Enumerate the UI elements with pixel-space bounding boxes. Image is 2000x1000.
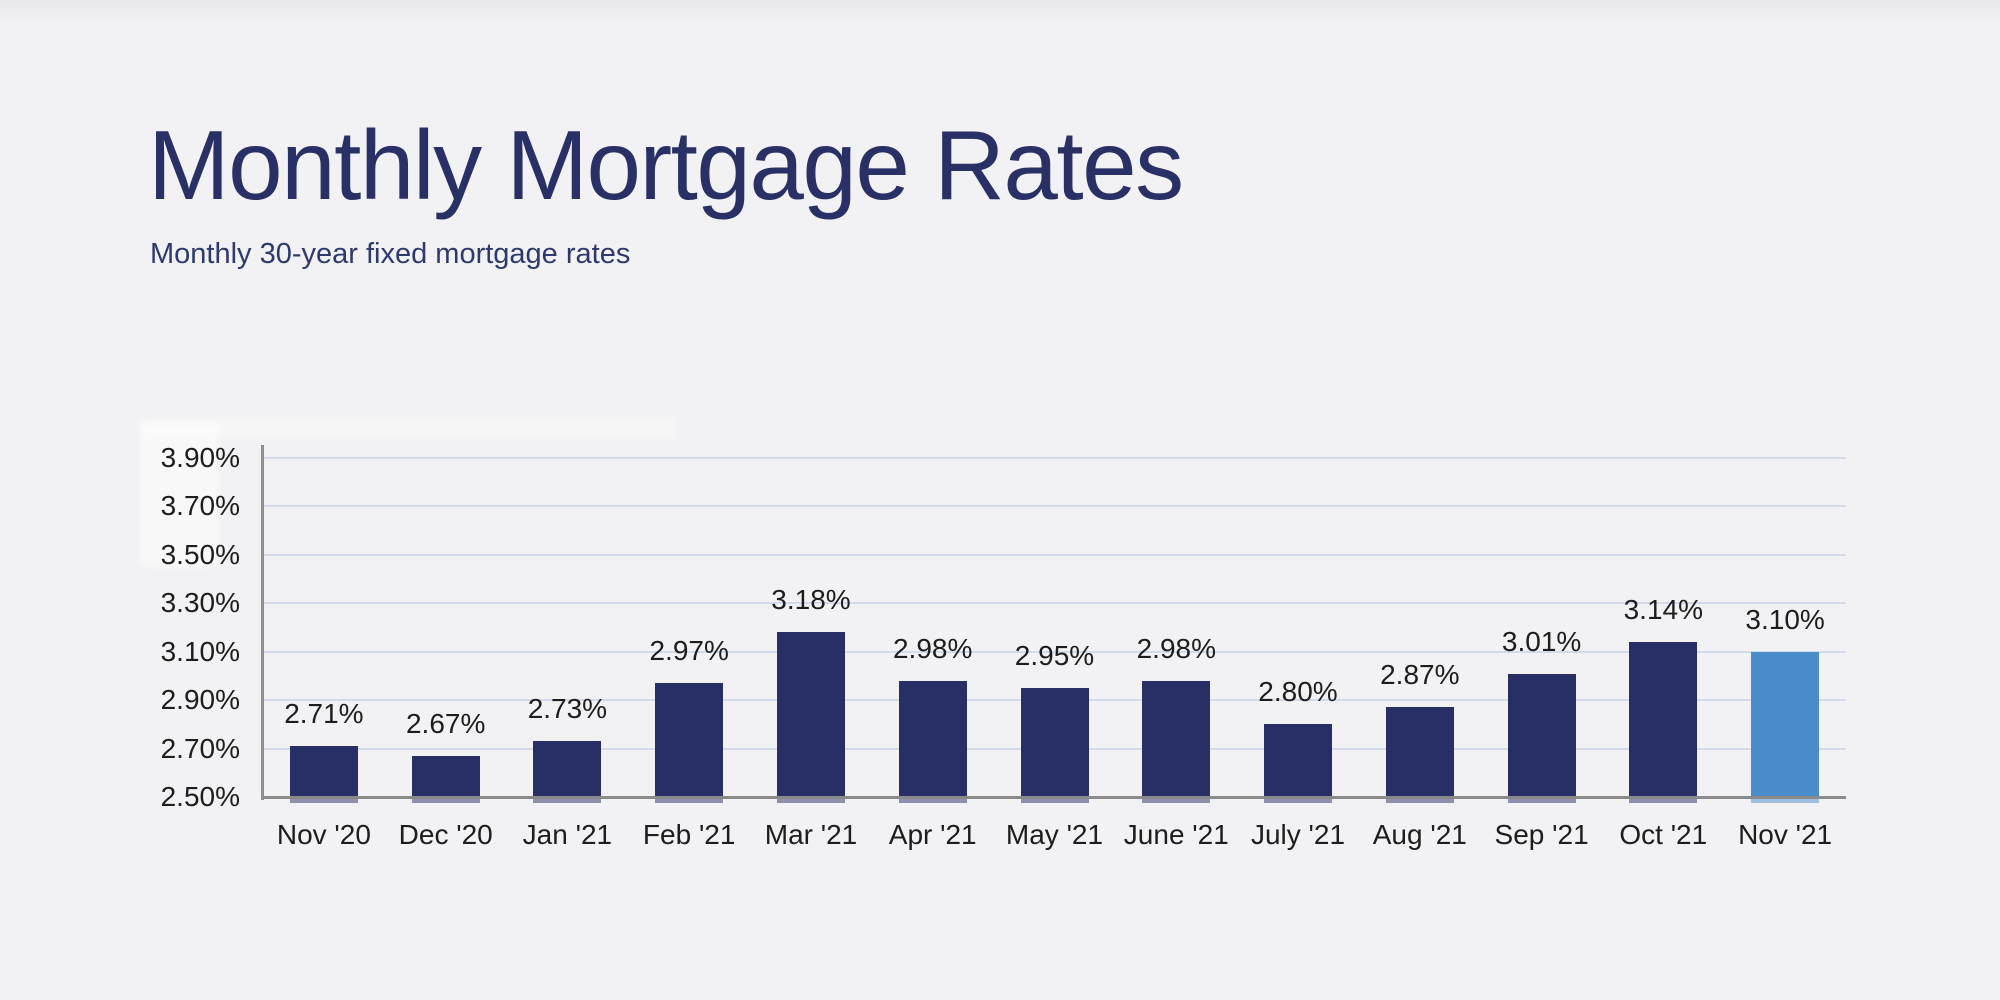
bar [1629,642,1698,803]
chart-header: Monthly Mortgage Rates Monthly 30-year f… [148,110,1184,271]
bar [777,632,845,803]
x-axis-tick-label: Mar '21 [764,819,858,850]
x-axis-tick-label: June '21 [1123,819,1229,850]
bar-value-label: 2.73% [527,693,608,725]
bar [898,680,967,804]
bar-value-label: 2.98% [1136,632,1216,664]
bar [533,741,602,803]
bar [289,746,358,803]
x-axis-tick-label: May '21 [1005,819,1104,850]
x-axis-tick-label: Feb '21 [642,819,736,850]
y-axis-tick-label: 2.70% [160,732,240,764]
bar [1264,724,1332,803]
gridline [263,602,1846,605]
bar-value-label: 3.18% [771,584,851,616]
bar [1020,688,1089,803]
y-axis-tick-label: 2.90% [160,684,240,716]
bar-value-label: 3.14% [1623,594,1703,625]
x-axis-tick-label: Nov '21 [1738,819,1833,850]
bar-value-label: 2.97% [649,635,729,667]
bar [655,683,724,803]
chart-title: Monthly Mortgage Rates [148,110,1184,220]
y-axis-tick-label: 3.10% [160,635,240,667]
x-axis-tick-label: Apr '21 [888,819,977,850]
y-axis-tick-label: 3.50% [160,538,240,570]
x-axis-tick-label: Dec '20 [398,819,493,850]
bar [1142,680,1211,804]
x-axis-tick-label: Aug '21 [1372,819,1467,850]
bar-value-label: 2.98% [892,632,973,664]
bar-value-label: 3.01% [1501,625,1582,657]
bar [1507,673,1576,803]
bar-value-label: 2.71% [284,698,364,730]
y-axis-line [261,445,264,800]
x-axis-tick-label: Oct '21 [1619,819,1708,850]
bar-value-label: 2.95% [1014,640,1095,671]
bar-value-label: 2.80% [1258,676,1338,708]
y-axis-tick-label: 3.30% [160,587,240,619]
x-axis-tick-label: July '21 [1250,819,1346,850]
gridline [263,553,1846,556]
y-axis-tick-label: 3.70% [160,490,240,522]
gridline [263,650,1846,653]
bar [1751,651,1820,804]
bar-value-label: 2.67% [405,707,486,739]
x-axis-line [263,796,1846,799]
gridline [263,505,1846,508]
bar-value-label: 3.10% [1745,603,1825,635]
x-axis-tick-label: Nov '20 [276,819,371,850]
bar [1385,707,1454,803]
bar [411,755,480,804]
chart-subtitle: Monthly 30-year fixed mortgage rates [150,237,631,270]
y-axis-tick-label: 2.50% [160,781,240,812]
gridline [263,457,1846,459]
bar-value-label: 2.87% [1380,659,1460,691]
y-axis-tick-label: 3.90% [160,442,240,473]
x-axis-tick-label: Sep '21 [1494,819,1589,850]
x-axis-tick-label: Jan '21 [522,819,613,850]
